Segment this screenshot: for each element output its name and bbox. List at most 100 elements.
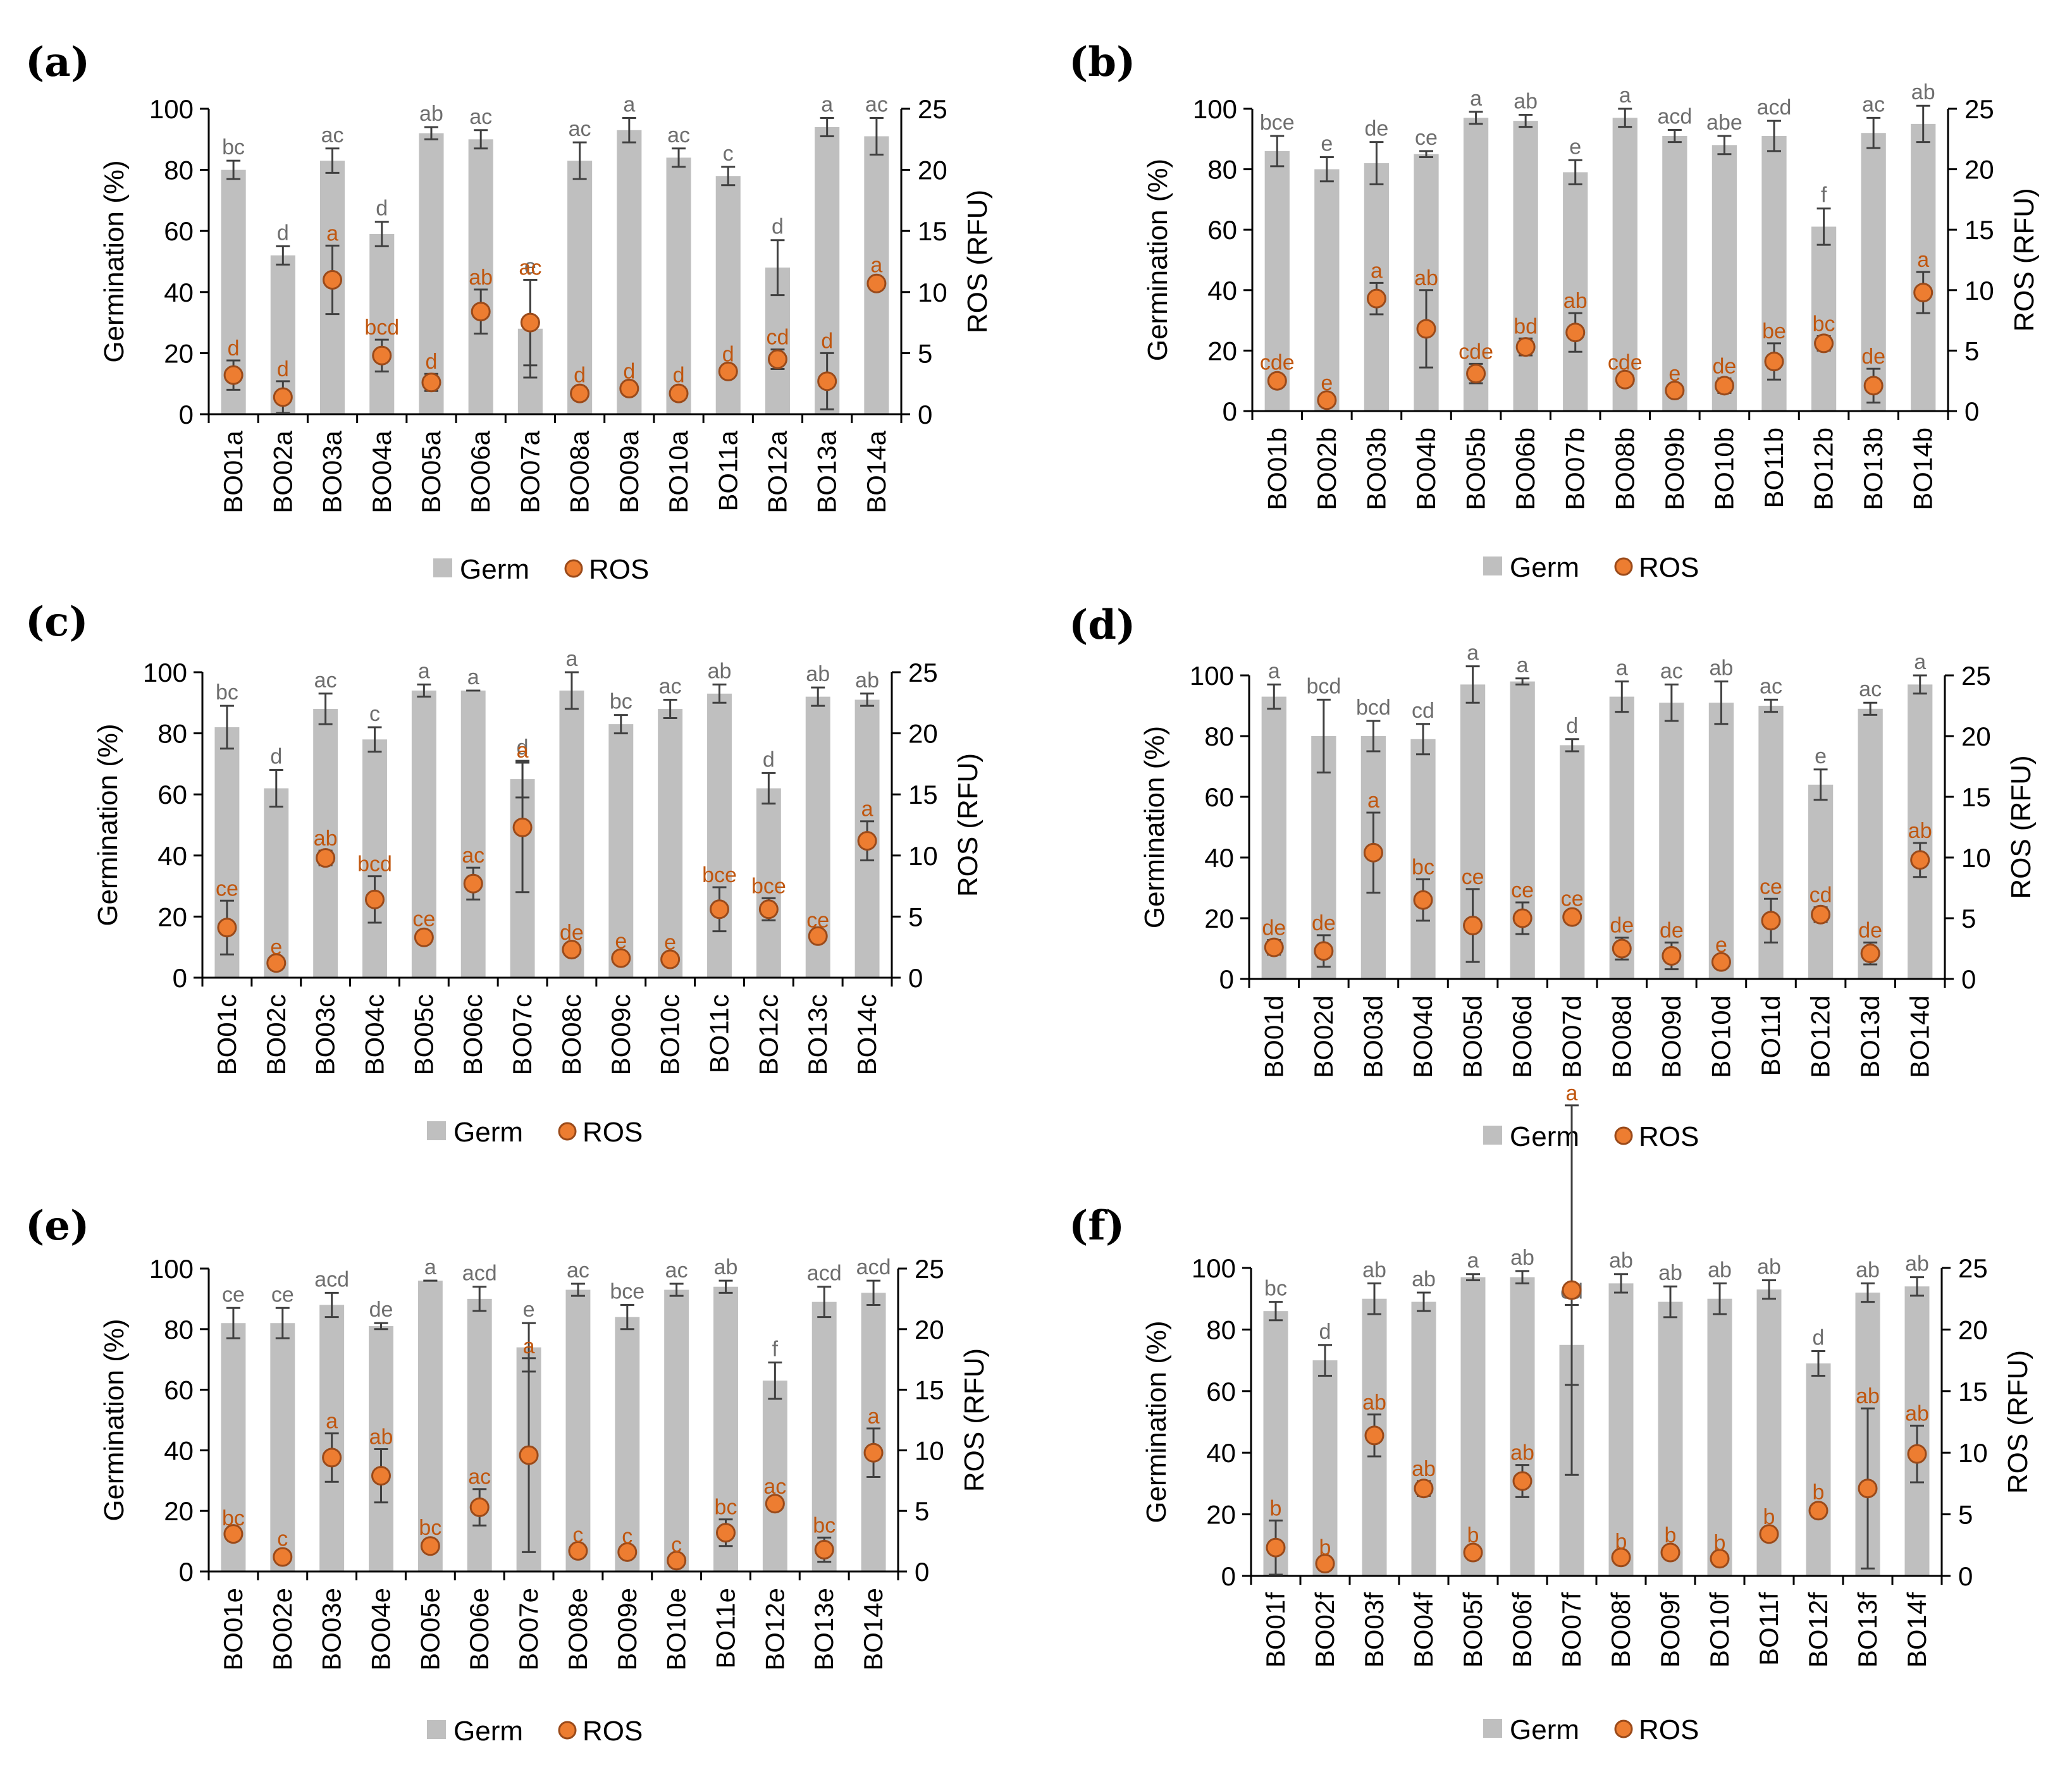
ros-point — [223, 365, 244, 385]
germ-significance-label: ac — [314, 668, 337, 692]
germ-bar — [1463, 118, 1489, 411]
germ-significance-label: a — [467, 665, 479, 689]
germ-significance-label: d — [376, 197, 388, 221]
ros-significance-label: ab — [469, 266, 493, 290]
category-label: BO05e — [415, 1588, 445, 1671]
germ-significance-label: e — [1569, 135, 1581, 159]
panel-label: (d) — [1069, 601, 1135, 649]
category-label: BO13d — [1855, 995, 1885, 1078]
germ-significance-label: ac — [321, 123, 344, 147]
ros-significance-label: a — [1566, 1081, 1578, 1105]
ros-legend-label: ROS — [1639, 1714, 1699, 1745]
ros-legend-marker — [558, 1122, 577, 1141]
ros-point — [1714, 376, 1734, 396]
ros-point — [1811, 904, 1831, 925]
germ-significance-label: bcd — [1306, 674, 1341, 698]
right-tick-label: 15 — [1961, 782, 1991, 812]
germ-bar — [608, 724, 634, 978]
germ-bar — [1563, 172, 1588, 411]
ros-significance-label: bce — [702, 863, 737, 887]
category-label: BO08e — [563, 1588, 593, 1671]
category-label: BO06b — [1510, 427, 1540, 510]
ros-significance-label: a — [870, 254, 882, 278]
ros-point — [1562, 1280, 1582, 1300]
germ-legend-swatch — [1483, 1126, 1502, 1145]
left-tick-label: 40 — [164, 1436, 194, 1465]
left-tick-label: 0 — [173, 963, 187, 993]
chart-panel-6: (f) 0 20 40 60 80 100 0 5 10 15 20 25 Germination (%)… — [1069, 1081, 2033, 1745]
ros-significance-label: d — [623, 360, 635, 384]
left-tick-label: 40 — [164, 278, 194, 307]
ros-point — [1665, 380, 1685, 400]
germ-significance-label: ac — [469, 105, 492, 129]
germ-legend-label: Germ — [1510, 1121, 1579, 1152]
ros-significance-label: cd — [767, 326, 789, 350]
germ-bar — [264, 788, 289, 978]
ros-significance-label: d — [722, 343, 734, 367]
ros-point — [217, 918, 237, 938]
germ-significance-label: bc — [610, 690, 632, 714]
ros-point — [765, 1494, 785, 1514]
germ-significance-label: ac — [665, 1258, 688, 1282]
germ-bar — [468, 139, 493, 415]
ros-significance-label: bcd — [364, 316, 399, 340]
germ-significance-label: ac — [1660, 659, 1683, 683]
left-tick-label: 60 — [1207, 215, 1237, 245]
left-tick-label: 80 — [164, 156, 194, 185]
germ-bar — [1662, 136, 1687, 411]
ros-point — [1363, 842, 1383, 863]
ros-significance-label: ab — [1510, 1441, 1534, 1465]
ros-significance-label: d — [574, 363, 586, 387]
ros-point — [1808, 1501, 1828, 1521]
left-tick-label: 0 — [1221, 1561, 1236, 1591]
category-label: BO08c — [557, 994, 586, 1075]
ros-legend-label: ROS — [1639, 552, 1699, 583]
germ-bar — [369, 234, 395, 414]
right-axis-title: ROS (RFU) — [2002, 1350, 2033, 1494]
germ-significance-label: a — [1619, 83, 1631, 108]
left-tick-label: 100 — [1190, 661, 1234, 691]
right-tick-label: 10 — [1964, 276, 1994, 305]
category-label: BO05a — [416, 430, 446, 513]
germ-bar — [1312, 1360, 1338, 1576]
ros-significance-label: bc — [222, 1506, 245, 1530]
ros-point — [1565, 323, 1586, 343]
germ-significance-label: a — [1467, 641, 1479, 665]
germ-significance-label: ab — [1510, 1246, 1534, 1270]
ros-significance-label: bc — [419, 1516, 441, 1540]
ros-point — [1612, 938, 1632, 959]
ros-significance-label: ce — [1511, 878, 1534, 902]
left-tick-label: 100 — [149, 1254, 194, 1284]
left-axis-title: Germination (%) — [99, 160, 130, 362]
germ-bar — [615, 1317, 640, 1571]
left-axis-title: Germination (%) — [1142, 159, 1173, 361]
category-label: BO13e — [809, 1588, 839, 1671]
ros-significance-label: a — [868, 1405, 880, 1429]
category-label: BO05f — [1458, 1592, 1488, 1668]
legend: Germ ROS — [1483, 1714, 1699, 1745]
ros-point — [1512, 1471, 1532, 1491]
category-label: BO02a — [268, 430, 297, 513]
germ-bar — [362, 739, 387, 978]
ros-point — [1314, 941, 1334, 961]
ros-point — [619, 378, 639, 398]
germ-bar — [1659, 703, 1684, 979]
ros-point — [316, 848, 336, 868]
left-axis-title: Germination (%) — [92, 723, 123, 926]
germ-bar — [1858, 708, 1883, 979]
category-label: BO03e — [317, 1588, 347, 1671]
category-label: BO09b — [1660, 427, 1689, 510]
germ-bar — [707, 693, 732, 978]
chart-panel-4: (d) 0 20 40 60 80 100 0 5 10 15 20 25 Germination (%)… — [1069, 601, 2037, 1152]
left-tick-label: 60 — [164, 216, 194, 246]
category-label: BO10c — [655, 994, 685, 1075]
legend: Germ ROS — [433, 554, 649, 585]
ros-significance-label: ac — [462, 844, 484, 868]
ros-significance-label: b — [1813, 1480, 1825, 1504]
left-axis-title: Germination (%) — [99, 1319, 130, 1521]
germ-bar — [811, 1301, 837, 1571]
ros-significance-label: ab — [1412, 1457, 1436, 1481]
chart-panel-3: (c) 0 20 40 60 80 100 0 5 10 15 20 25 Germination (%)… — [25, 598, 984, 1148]
ros-point — [1662, 946, 1682, 966]
